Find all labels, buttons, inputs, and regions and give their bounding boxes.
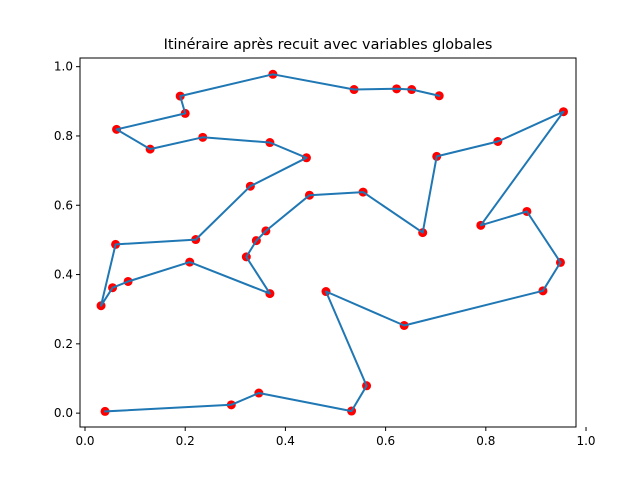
y-tick-label: 0.0 bbox=[54, 406, 73, 420]
route-line bbox=[100, 73, 565, 413]
x-tick-label: 0.4 bbox=[276, 434, 295, 448]
x-tick-label: 1.0 bbox=[576, 434, 595, 448]
x-tick-label: 0.8 bbox=[476, 434, 495, 448]
x-tick-label: 0.0 bbox=[75, 434, 94, 448]
y-tick-label: 0.8 bbox=[54, 129, 73, 143]
y-tick-label: 0.4 bbox=[54, 268, 73, 282]
y-tick-label: 1.0 bbox=[54, 60, 73, 74]
y-tick-label: 0.6 bbox=[54, 198, 73, 212]
axes-frame bbox=[79, 57, 577, 428]
y-tick-label: 0.2 bbox=[54, 337, 73, 351]
plot-area: 0.0 0.2 0.4 0.6 0.8 1.0 0.0 0.2 0.4 0.6 0.8 1.0 bbox=[54, 60, 596, 448]
x-tick-label: 0.2 bbox=[176, 434, 195, 448]
x-tick-label: 0.6 bbox=[376, 434, 395, 448]
chart-title: Itinéraire après recuit avec variables g… bbox=[164, 37, 493, 53]
